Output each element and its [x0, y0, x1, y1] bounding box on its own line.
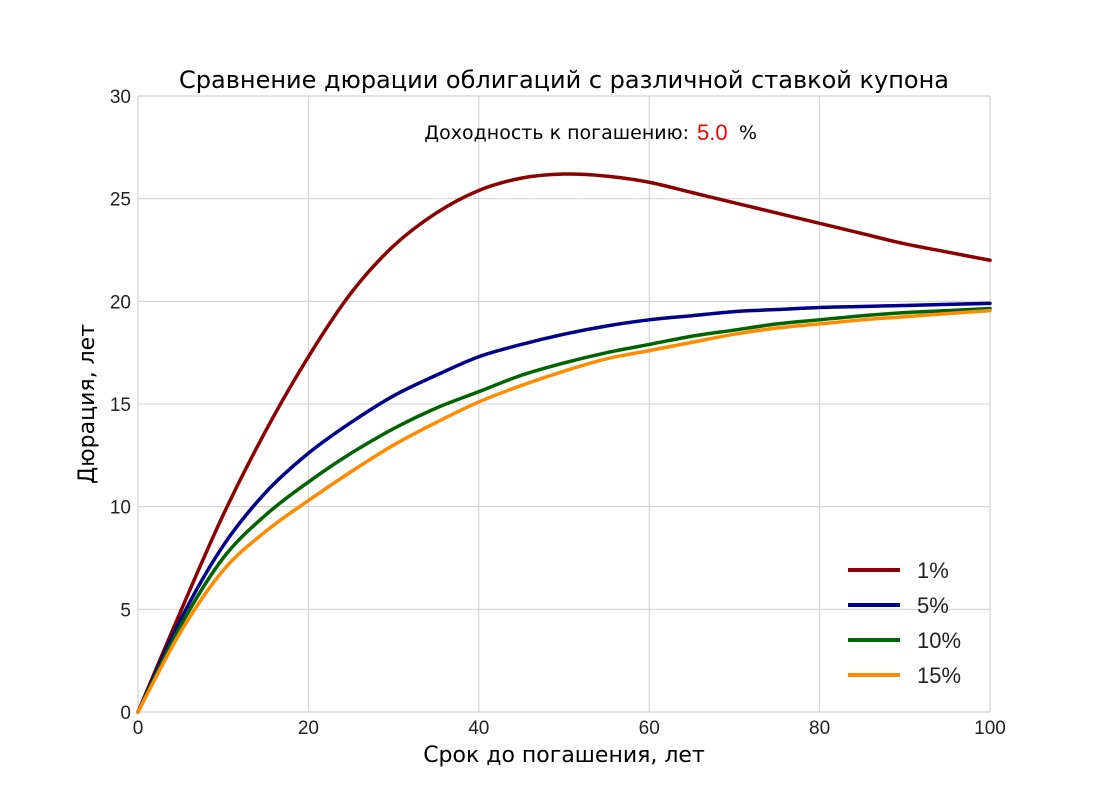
legend-label: 10% [917, 628, 961, 653]
x-tick-label: 60 [639, 718, 660, 739]
y-tick-label: 5 [120, 600, 131, 621]
tick-layer: 0 20 40 60 80 100 0 5 10 15 20 25 30 [110, 87, 1006, 739]
series-line-3 [136, 306, 992, 714]
yield-annotation-value: 5.0 [697, 120, 728, 145]
y-tick-label: 25 [110, 190, 131, 211]
x-tick-label: 40 [468, 718, 489, 739]
x-tick-label: 80 [809, 718, 830, 739]
legend: 1% 5% 10% 15% [848, 558, 961, 688]
x-tick-label: 100 [974, 718, 1006, 739]
y-tick-label: 30 [110, 87, 131, 108]
x-tick-label: 20 [298, 718, 319, 739]
y-axis-label: Дюрация, лет [75, 324, 100, 484]
y-tick-label: 0 [120, 703, 131, 724]
y-tick-label: 20 [110, 292, 131, 313]
x-axis-label: Срок до погашения, лет [423, 743, 705, 768]
series-layer [136, 172, 992, 714]
legend-label: 1% [917, 558, 949, 583]
legend-label: 15% [917, 663, 961, 688]
yield-annotation-unit: % [739, 122, 757, 144]
series-line-2 [136, 301, 992, 714]
series-line-4 [136, 308, 992, 714]
x-tick-label: 0 [133, 718, 144, 739]
y-tick-label: 10 [110, 498, 131, 519]
grid-layer [137, 95, 991, 713]
y-tick-label: 15 [110, 395, 131, 416]
yield-annotation-label: Доходность к погашению: [424, 122, 689, 144]
series-line-1 [136, 172, 992, 714]
yield-annotation: Доходность к погашению: 5.0 % [424, 120, 757, 145]
plot-frame [137, 95, 991, 713]
chart-title: Сравнение дюрации облигаций с различной … [179, 66, 949, 94]
legend-label: 5% [917, 593, 949, 618]
